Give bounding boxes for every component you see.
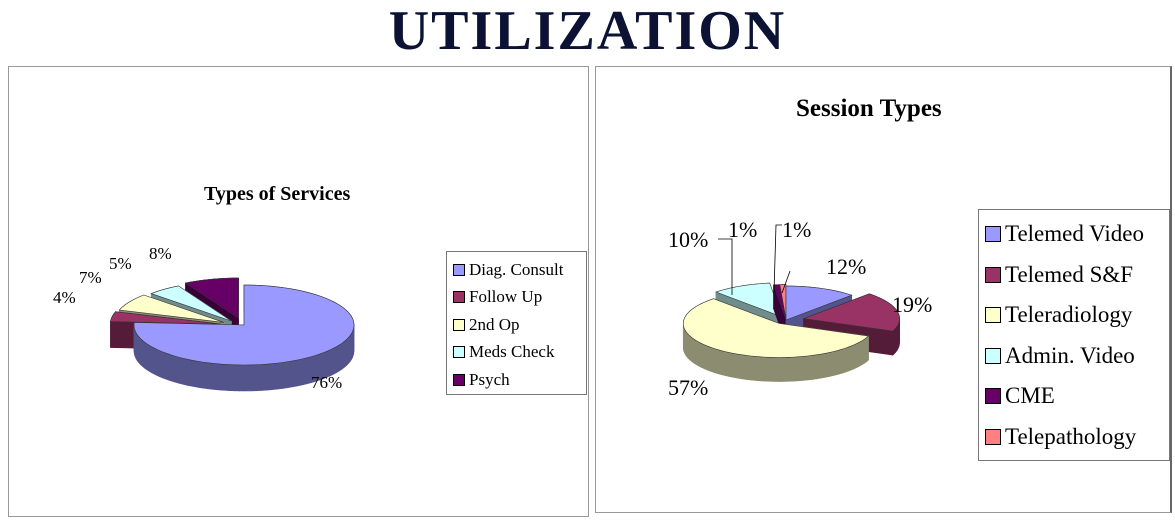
legend-swatch	[453, 263, 465, 276]
legend-label: Admin. Video	[1005, 342, 1135, 368]
legend-label: Telepathology	[1005, 423, 1137, 449]
legend-label: Follow Up	[469, 287, 543, 307]
data-label: 8%	[149, 244, 172, 263]
legend-swatch	[985, 266, 1001, 283]
legend-swatch	[985, 428, 1001, 445]
legend-item: Teleradiology	[979, 295, 1169, 336]
chart-title: Types of Services	[204, 183, 351, 205]
legend-item: Psych	[447, 366, 586, 394]
legend-swatch	[453, 373, 465, 386]
data-label: 10%	[668, 227, 708, 252]
legend-label: Telemed Video	[1005, 221, 1145, 247]
pie-slice-diag-consult	[133, 284, 355, 392]
data-label: 5%	[109, 254, 132, 273]
legend-swatch	[453, 318, 465, 331]
legend-label: Meds Check	[469, 342, 555, 362]
legend-item: Follow Up	[447, 284, 586, 312]
page-title: UTILIZATION	[388, 0, 787, 62]
legend-swatch	[985, 307, 1001, 324]
legend-swatch	[985, 347, 1001, 364]
data-label: 19%	[892, 292, 932, 317]
legend-label: Diag. Consult	[469, 259, 564, 279]
legend-swatch	[453, 346, 465, 359]
legend-swatch	[985, 388, 1001, 405]
chart-title: Session Types	[796, 95, 942, 122]
data-label: 7%	[79, 268, 102, 287]
legend-label: 2nd Op	[469, 314, 520, 334]
legend-item: CME	[979, 376, 1169, 417]
legend-swatch	[985, 226, 1001, 243]
legend: Diag. Consult Follow Up 2nd Op Meds Check Ps…	[446, 251, 587, 395]
legend-label: Teleradiology	[1005, 302, 1133, 328]
data-label: 57%	[668, 375, 708, 400]
legend-item: Meds Check	[447, 339, 586, 367]
legend-label: CME	[1005, 383, 1055, 409]
leader-line	[773, 224, 782, 293]
legend-item: Telemed Video	[979, 214, 1169, 255]
legend-item: 2nd Op	[447, 311, 586, 339]
data-label: 12%	[826, 254, 866, 279]
legend-label: Telemed S&F	[1005, 261, 1134, 287]
pie-chart-svg: 12% 19% 57% 10% 1% 1%	[668, 217, 932, 400]
pie-chart-svg: 76% 4%7% 5% 8%	[53, 244, 355, 392]
legend-item: Telepathology	[979, 417, 1169, 458]
data-label: 1%	[728, 217, 757, 242]
data-label: 4%	[53, 288, 76, 307]
types-of-services-chart: Types of Services 76% 4% 7% 5% 8% Diag. Cons…	[8, 66, 589, 517]
legend-label: Psych	[469, 369, 510, 389]
legend-swatch	[453, 291, 465, 304]
data-label: 76%	[311, 373, 342, 392]
session-types-chart: Session Types 12% 19% 57% 10% 1% 1% Telemed V…	[595, 66, 1172, 513]
data-label: 1%	[782, 217, 811, 242]
leader-line	[718, 238, 733, 295]
legend-item: Diag. Consult	[447, 256, 586, 284]
pie-slice-cme	[773, 284, 786, 343]
legend: Telemed Video Telemed S&F Teleradiology Adm…	[978, 209, 1170, 461]
legend-item: Admin. Video	[979, 336, 1169, 377]
legend-item: Telemed S&F	[979, 255, 1169, 296]
pie-slice-teleradiology	[682, 298, 870, 382]
leader-line	[781, 270, 791, 294]
